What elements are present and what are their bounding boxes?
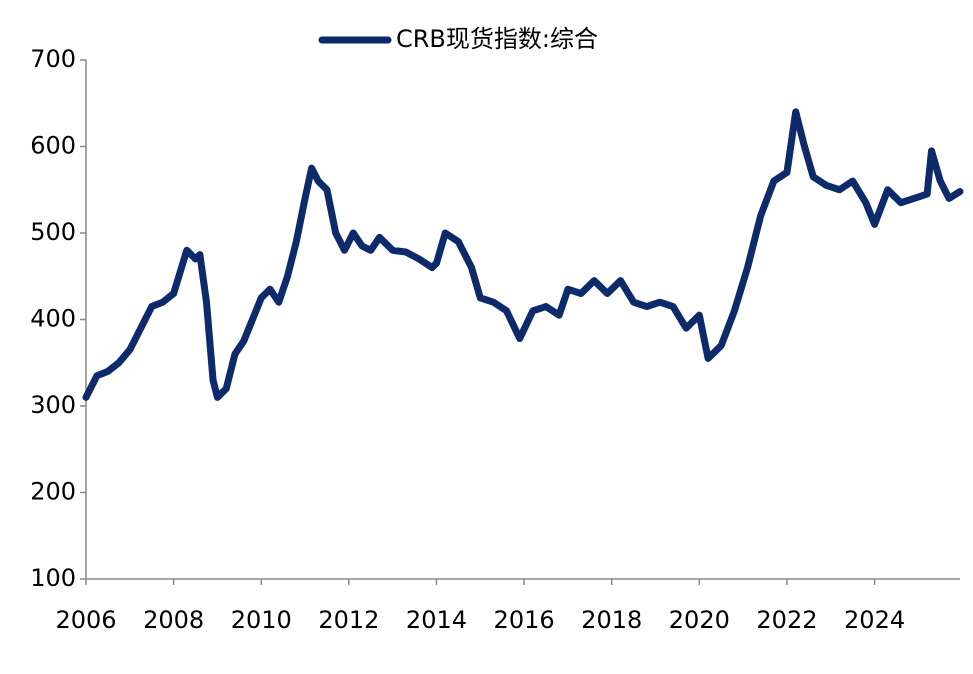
y-tick-label: 700 (30, 45, 76, 73)
x-tick-label: 2018 (581, 606, 642, 634)
x-tick-label: 2016 (494, 606, 555, 634)
x-tick-label: 2008 (143, 606, 204, 634)
x-tick-label: 2022 (756, 606, 817, 634)
legend-label: CRB现货指数:综合 (396, 25, 598, 53)
y-tick-label: 500 (30, 218, 76, 246)
y-tick-label: 100 (30, 564, 76, 592)
y-tick-label: 300 (30, 391, 76, 419)
x-tick-label: 2010 (231, 606, 292, 634)
x-tick-label: 2012 (318, 606, 379, 634)
x-tick-label: 2024 (844, 606, 905, 634)
x-tick-label: 2020 (669, 606, 730, 634)
x-tick-label: 2006 (55, 606, 116, 634)
series-line (82, 108, 964, 401)
y-tick-label: 400 (30, 305, 76, 333)
y-tick-label: 200 (30, 478, 76, 506)
x-tick-label: 2014 (406, 606, 467, 634)
y-tick-label: 600 (30, 132, 76, 160)
